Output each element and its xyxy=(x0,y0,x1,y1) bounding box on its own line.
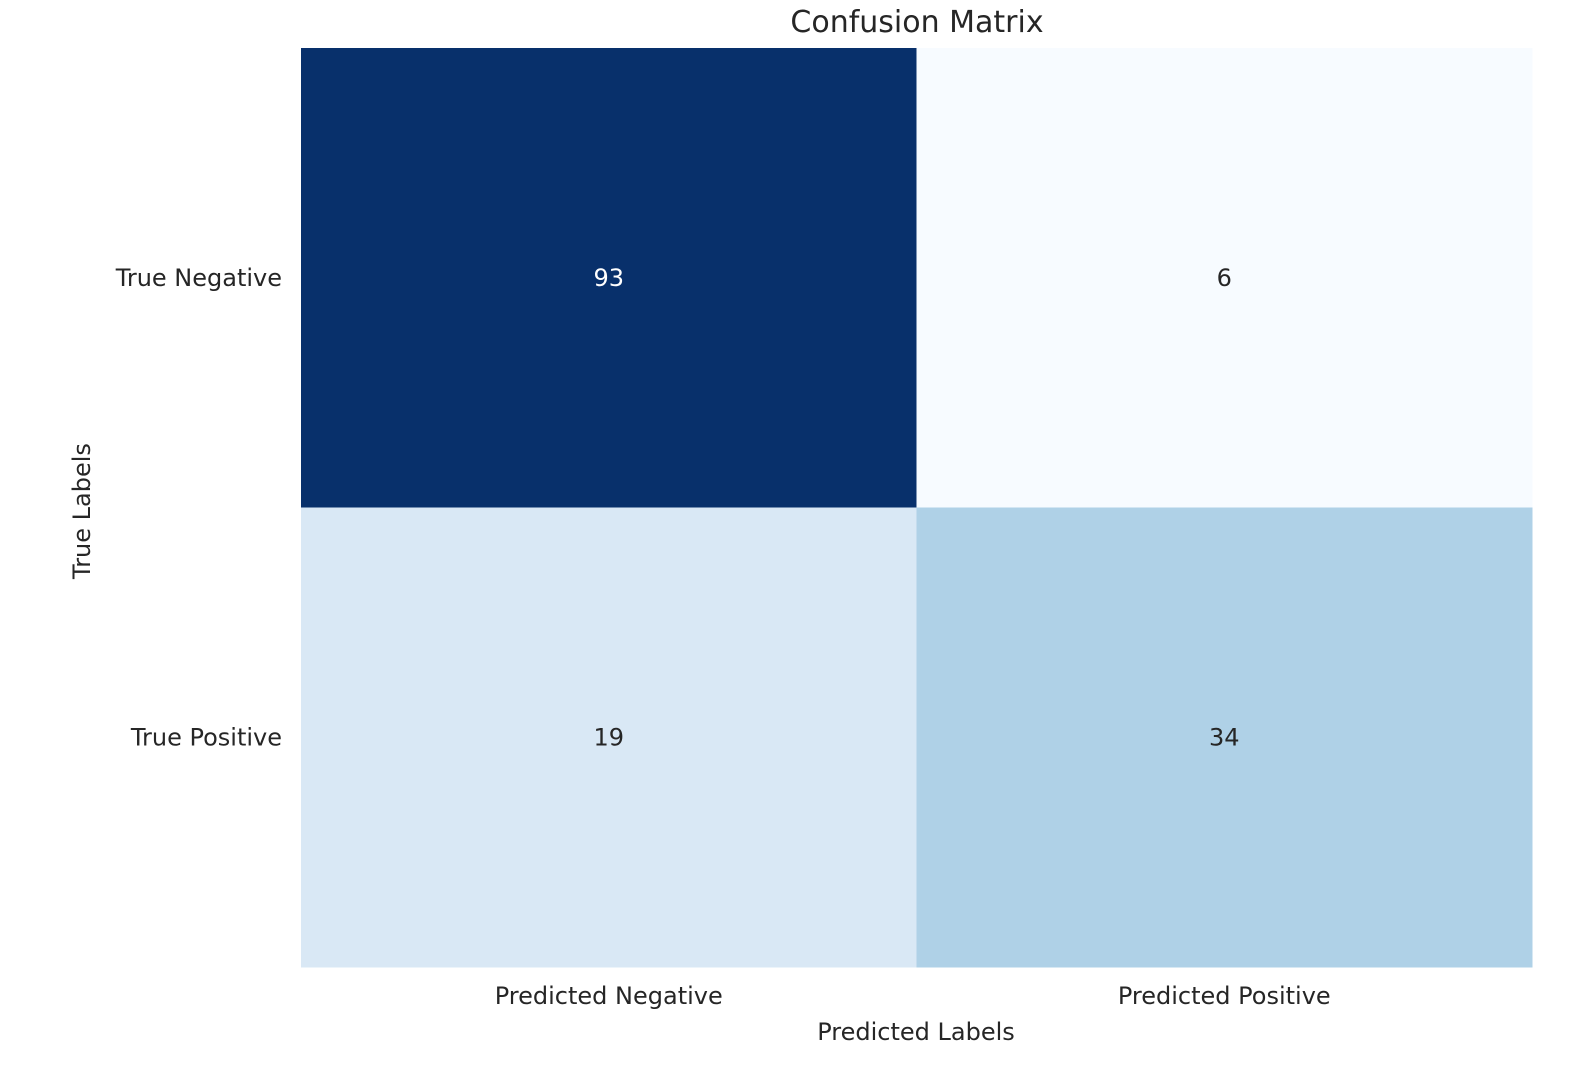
cell-value-label-0-1: 6 xyxy=(1217,264,1232,292)
heatmap-cells xyxy=(301,48,1533,968)
y-tick-label-1: True Positive xyxy=(130,723,282,751)
x-tick-label-1: Predicted Positive xyxy=(1118,982,1331,1010)
cell-value-label-0-0: 93 xyxy=(593,264,624,292)
y-tick-labels: True Negative True Positive xyxy=(115,264,282,752)
heatmap-cell-0-1 xyxy=(916,48,1533,508)
heatmap-cell-1-1 xyxy=(916,507,1533,968)
chart-title: Confusion Matrix xyxy=(790,5,1043,40)
cell-value-label-1-0: 19 xyxy=(593,723,624,751)
x-tick-labels: Predicted Negative Predicted Positive xyxy=(495,982,1331,1010)
cell-value-label-1-1: 34 xyxy=(1209,723,1240,751)
heatmap-cell-0-0 xyxy=(301,48,917,508)
y-axis-label: True Labels xyxy=(68,443,96,580)
heatmap-cell-1-0 xyxy=(301,507,917,968)
y-tick-label-0: True Negative xyxy=(115,264,282,292)
x-axis-label: Predicted Labels xyxy=(817,1018,1015,1046)
heatmap-cell-labels: 93 6 19 34 xyxy=(593,264,1239,752)
x-tick-label-0: Predicted Negative xyxy=(495,982,723,1010)
